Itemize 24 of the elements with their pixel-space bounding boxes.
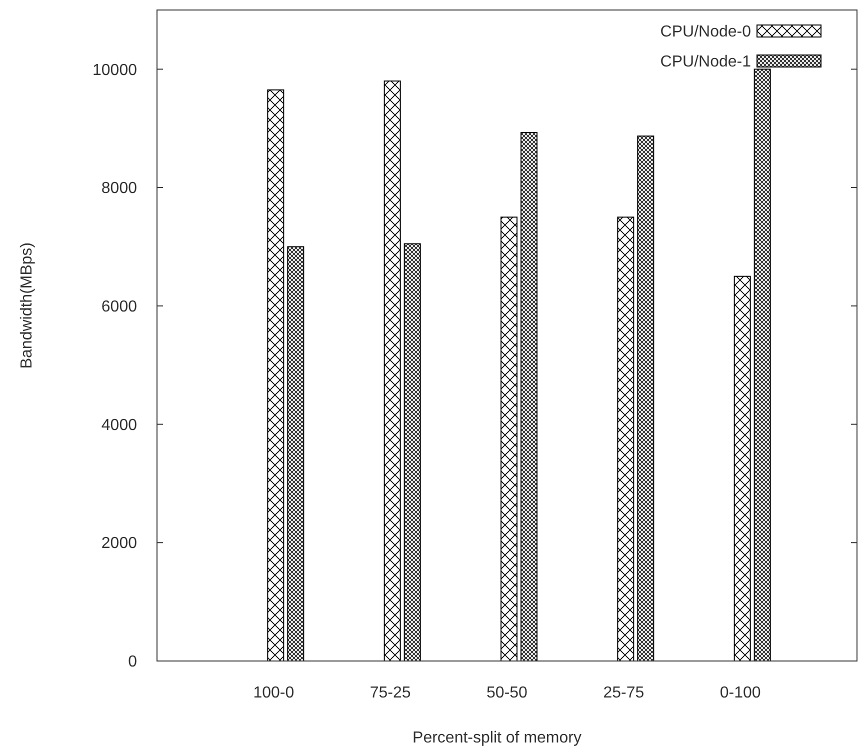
x-axis-title: Percent-split of memory: [412, 730, 582, 747]
legend-label: CPU/Node-0: [660, 24, 752, 41]
y-tick-label: 8000: [101, 180, 138, 198]
y-axis-title: Bandwidth(MBps): [18, 242, 36, 369]
bar: [267, 89, 284, 662]
y-tick-label: 2000: [101, 535, 138, 552]
y-tick-label: 6000: [101, 298, 138, 316]
y-tick-label: 4000: [101, 416, 138, 434]
x-tick-label: 100-0: [253, 684, 294, 702]
x-tick-label: 75-25: [370, 684, 411, 702]
bar: [287, 246, 304, 662]
y-tick-label: 10000: [92, 62, 138, 79]
legend-label: CPU/Node-1: [660, 54, 752, 71]
bar: [520, 132, 538, 662]
bar: [734, 276, 751, 662]
bar: [500, 216, 518, 662]
bar: [384, 80, 401, 662]
x-tick-label: 0-100: [720, 684, 761, 702]
x-tick-label: 25-75: [603, 684, 644, 702]
y-tick-label: 0: [128, 654, 138, 671]
bar: [617, 216, 634, 662]
x-tick-label: 50-50: [486, 684, 528, 702]
bar: [404, 243, 421, 662]
bar: [637, 136, 654, 662]
